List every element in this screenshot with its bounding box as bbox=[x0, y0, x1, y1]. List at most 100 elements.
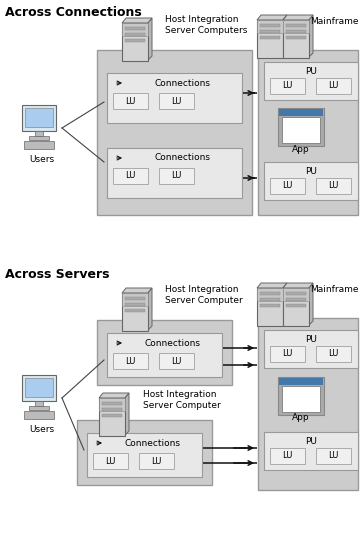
Bar bbox=[125, 303, 145, 306]
Bar bbox=[260, 298, 280, 301]
Bar bbox=[264, 330, 358, 368]
Polygon shape bbox=[283, 283, 313, 288]
Text: App: App bbox=[292, 412, 310, 421]
Bar bbox=[24, 411, 54, 419]
Bar bbox=[264, 432, 358, 470]
Bar bbox=[283, 20, 309, 33]
Bar bbox=[316, 178, 351, 194]
Bar bbox=[257, 288, 283, 326]
Bar bbox=[139, 453, 174, 469]
Polygon shape bbox=[257, 15, 287, 20]
Bar bbox=[35, 401, 43, 406]
Bar bbox=[257, 288, 283, 301]
Text: LU: LU bbox=[282, 452, 293, 460]
Bar bbox=[286, 36, 306, 39]
Text: Connections: Connections bbox=[155, 153, 210, 162]
Bar bbox=[257, 20, 283, 58]
Bar bbox=[87, 433, 202, 477]
Bar bbox=[270, 448, 305, 464]
Text: Mainframe: Mainframe bbox=[310, 286, 358, 294]
Text: LU: LU bbox=[282, 182, 293, 191]
Bar bbox=[286, 298, 306, 301]
Bar bbox=[99, 398, 125, 411]
Polygon shape bbox=[148, 288, 152, 330]
Text: PU: PU bbox=[305, 167, 317, 176]
Polygon shape bbox=[283, 15, 287, 57]
Text: Connections: Connections bbox=[125, 438, 181, 447]
Bar bbox=[260, 24, 280, 27]
Text: LU: LU bbox=[282, 349, 293, 358]
Text: LU: LU bbox=[125, 357, 136, 365]
Bar bbox=[29, 136, 49, 140]
Bar bbox=[125, 309, 145, 312]
Bar bbox=[125, 27, 145, 30]
Bar bbox=[270, 346, 305, 362]
Text: LU: LU bbox=[171, 171, 182, 180]
Text: Host Integration
Server Computers: Host Integration Server Computers bbox=[165, 15, 247, 35]
Bar bbox=[25, 378, 53, 397]
Bar bbox=[260, 30, 280, 33]
Polygon shape bbox=[125, 393, 129, 435]
Text: Mainframe: Mainframe bbox=[310, 18, 358, 27]
Bar bbox=[122, 293, 148, 306]
Text: App: App bbox=[292, 145, 310, 154]
Bar bbox=[93, 453, 128, 469]
Bar bbox=[316, 448, 351, 464]
Polygon shape bbox=[99, 393, 129, 398]
Text: LU: LU bbox=[328, 349, 339, 358]
Polygon shape bbox=[122, 288, 152, 293]
Bar bbox=[283, 288, 309, 301]
Bar bbox=[125, 33, 145, 36]
Bar bbox=[258, 318, 358, 490]
Bar bbox=[258, 50, 358, 215]
Bar bbox=[113, 93, 148, 109]
Bar bbox=[286, 24, 306, 27]
Bar bbox=[159, 93, 194, 109]
Text: Host Integration
Server Computer: Host Integration Server Computer bbox=[143, 390, 221, 410]
Bar bbox=[279, 109, 323, 116]
Bar bbox=[264, 162, 358, 200]
Bar bbox=[25, 108, 53, 127]
Text: LU: LU bbox=[282, 82, 293, 90]
Bar bbox=[260, 304, 280, 307]
Bar bbox=[316, 346, 351, 362]
Bar bbox=[77, 420, 212, 485]
Text: Connections: Connections bbox=[155, 78, 210, 88]
Bar bbox=[260, 36, 280, 39]
Polygon shape bbox=[309, 15, 313, 57]
Polygon shape bbox=[283, 15, 313, 20]
Bar bbox=[29, 406, 49, 410]
Bar bbox=[270, 78, 305, 94]
Text: PU: PU bbox=[305, 67, 317, 75]
Bar bbox=[122, 23, 148, 61]
Text: Connections: Connections bbox=[144, 339, 201, 348]
Text: Host Integration
Server Computer: Host Integration Server Computer bbox=[165, 285, 243, 305]
Text: LU: LU bbox=[125, 171, 136, 180]
Bar bbox=[282, 386, 320, 412]
Text: LU: LU bbox=[328, 182, 339, 191]
Bar bbox=[316, 78, 351, 94]
Bar bbox=[279, 378, 323, 385]
Polygon shape bbox=[309, 283, 313, 325]
Text: LU: LU bbox=[328, 82, 339, 90]
Bar bbox=[97, 320, 232, 385]
Bar bbox=[107, 333, 222, 377]
Bar bbox=[286, 304, 306, 307]
Bar bbox=[35, 131, 43, 136]
Polygon shape bbox=[122, 18, 152, 23]
Bar bbox=[125, 39, 145, 42]
Text: Users: Users bbox=[29, 155, 55, 164]
Polygon shape bbox=[148, 18, 152, 60]
Text: LU: LU bbox=[125, 97, 136, 106]
Text: Users: Users bbox=[29, 426, 55, 435]
Bar bbox=[113, 168, 148, 184]
Bar bbox=[102, 408, 122, 411]
Polygon shape bbox=[283, 283, 287, 325]
Bar bbox=[99, 398, 125, 436]
Bar bbox=[122, 293, 148, 331]
Text: Across Servers: Across Servers bbox=[5, 269, 109, 281]
Text: PU: PU bbox=[305, 334, 317, 343]
Bar bbox=[102, 414, 122, 417]
Bar bbox=[22, 105, 56, 131]
Bar bbox=[257, 20, 283, 33]
